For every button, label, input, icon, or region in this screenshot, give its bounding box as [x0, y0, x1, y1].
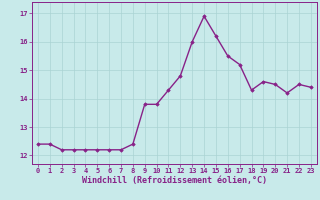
X-axis label: Windchill (Refroidissement éolien,°C): Windchill (Refroidissement éolien,°C)	[82, 176, 267, 185]
